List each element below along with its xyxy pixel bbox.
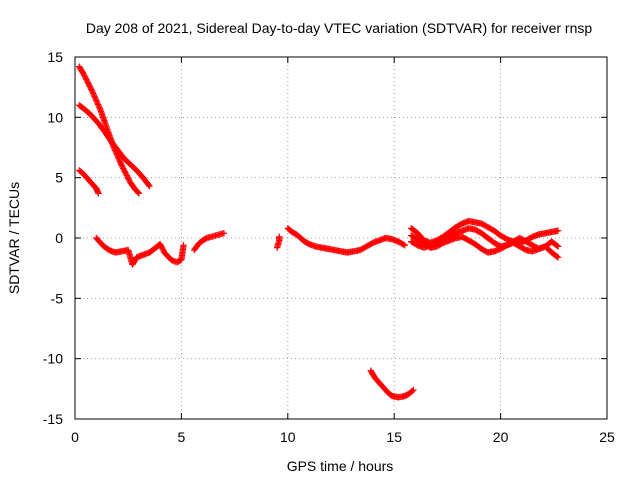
data-point xyxy=(180,242,187,249)
y-axis-label: SDTVAR / TECUs xyxy=(6,182,22,294)
data-point xyxy=(156,240,164,248)
data-point xyxy=(554,227,562,234)
data-point xyxy=(121,168,128,175)
y-tick-label: -10 xyxy=(43,351,63,367)
x-tick-label: 10 xyxy=(280,429,296,445)
data-point xyxy=(88,86,95,93)
data-point xyxy=(125,176,133,183)
series-arc-5 xyxy=(190,229,228,254)
data-point xyxy=(134,189,142,196)
series-arc-3 xyxy=(76,167,102,197)
data-point xyxy=(553,242,561,249)
x-tick-label: 25 xyxy=(599,429,615,445)
data-point xyxy=(122,170,130,178)
data-point xyxy=(145,181,152,189)
data-point xyxy=(91,94,99,101)
data-point xyxy=(124,173,131,181)
data-point xyxy=(554,254,562,261)
x-axis-label: GPS time / hours xyxy=(287,458,394,474)
y-tick-labels: -15 -10 -5 0 5 10 15 xyxy=(43,49,63,427)
y-tick-label: -15 xyxy=(43,411,63,427)
data-point xyxy=(157,242,165,249)
series-arc-2 xyxy=(76,102,153,190)
x-tick-label: 5 xyxy=(178,429,186,445)
data-marks xyxy=(76,63,562,401)
data-point xyxy=(116,158,124,165)
data-point xyxy=(86,83,94,90)
data-point xyxy=(94,99,101,107)
data-point xyxy=(89,88,96,96)
series-arc-7 xyxy=(284,225,409,256)
data-point xyxy=(159,245,166,252)
data-point xyxy=(120,166,128,174)
data-point xyxy=(85,80,92,87)
data-point xyxy=(158,243,165,251)
data-point xyxy=(84,79,91,86)
x-tick-label: 0 xyxy=(71,429,79,445)
series-arc-11 xyxy=(408,232,562,261)
series-arc-9 xyxy=(408,217,562,247)
data-point xyxy=(401,242,409,249)
data-point xyxy=(96,104,103,111)
data-point xyxy=(90,91,98,99)
data-point xyxy=(276,233,283,240)
data-point xyxy=(135,190,143,197)
data-point xyxy=(410,386,417,394)
data-point xyxy=(90,90,97,97)
data-point xyxy=(553,253,561,260)
y-tick-label: 10 xyxy=(47,109,63,125)
data-point xyxy=(159,246,167,253)
data-point xyxy=(87,84,94,92)
data-point xyxy=(81,72,88,79)
data-point xyxy=(80,70,87,78)
data-point xyxy=(93,98,101,106)
data-point xyxy=(82,74,89,82)
data-point xyxy=(83,76,90,83)
plot-frame xyxy=(74,56,608,420)
data-point xyxy=(409,387,416,395)
y-tick-label: 5 xyxy=(55,170,63,186)
data-point xyxy=(220,229,228,237)
chart-title: Day 208 of 2021, Sidereal Day-to-day VTE… xyxy=(86,20,592,36)
x-tick-label: 15 xyxy=(386,429,402,445)
data-point xyxy=(85,81,93,89)
data-point xyxy=(118,162,126,169)
data-point xyxy=(81,73,89,80)
data-point xyxy=(123,172,130,179)
data-point xyxy=(118,161,125,168)
data-point xyxy=(116,156,123,164)
data-point xyxy=(91,93,98,100)
data-point xyxy=(554,243,562,250)
data-point xyxy=(94,101,102,108)
data-point xyxy=(88,87,96,94)
data-point xyxy=(146,182,153,190)
series-arc-6 xyxy=(273,233,283,251)
x-tick-labels: 0 5 10 15 20 25 xyxy=(71,429,615,445)
data-point xyxy=(96,105,104,112)
y-tick-label: 15 xyxy=(47,49,63,65)
series-arc-8 xyxy=(367,367,417,401)
y-tick-label: -5 xyxy=(51,290,64,306)
data-point xyxy=(119,163,126,171)
series-arc-4 xyxy=(93,234,187,268)
x-tick-label: 20 xyxy=(493,429,509,445)
data-point xyxy=(95,102,102,110)
y-tick-label: 0 xyxy=(55,230,63,246)
data-point xyxy=(93,97,100,104)
data-point xyxy=(83,77,91,85)
data-point xyxy=(92,95,99,103)
data-point xyxy=(95,190,102,197)
data-point xyxy=(120,165,127,172)
data-point xyxy=(400,241,407,248)
data-point xyxy=(122,169,129,176)
data-point xyxy=(117,159,124,167)
data-point xyxy=(125,175,132,182)
